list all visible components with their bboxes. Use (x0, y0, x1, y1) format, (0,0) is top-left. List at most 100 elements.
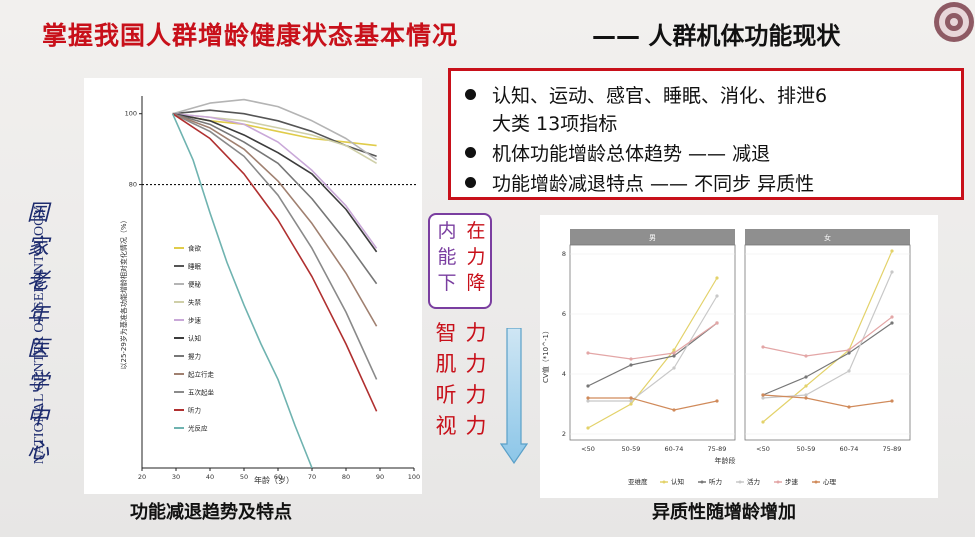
legend-label: 认知 (188, 334, 201, 343)
data-point (586, 426, 590, 430)
legend-label: 五次起坐 (188, 388, 215, 397)
decline-item: 肌 (435, 352, 457, 376)
legend-marker (814, 480, 818, 484)
decline-item: 听 (435, 383, 457, 407)
data-point (629, 402, 633, 406)
data-point (890, 399, 894, 403)
y-axis-label: CV值（*10^-1） (541, 327, 550, 383)
facet-panel (744, 244, 911, 441)
legend-label: 活力 (747, 477, 760, 486)
x-tick-label: 75-89 (883, 445, 902, 453)
data-point (629, 357, 633, 361)
right-chart-caption: 异质性随增龄增加 (652, 502, 796, 523)
intrinsic-capacity-decline-box: 内 能 下 在 力 降 (428, 213, 492, 309)
data-point (804, 396, 808, 400)
data-point (804, 393, 808, 397)
data-point (672, 366, 676, 370)
legend-label: 光反应 (188, 424, 208, 433)
x-tick-label: 90 (376, 473, 384, 481)
data-point (890, 249, 894, 253)
decline-char: 力 (466, 246, 486, 268)
seal-char: 心 (26, 439, 49, 464)
seal-char: 中 (26, 405, 49, 430)
legend-marker (662, 480, 666, 484)
x-tick-label: 50-59 (622, 445, 641, 453)
facet-strip-女 (745, 229, 910, 245)
seal-char: 年 (26, 303, 49, 328)
data-point (715, 321, 719, 325)
legend-label: 步速 (188, 317, 202, 325)
decline-item: 力 (465, 414, 487, 438)
data-point (586, 399, 590, 403)
y-tick-label: 2 (562, 430, 566, 438)
data-point (672, 351, 676, 355)
bullet-icon (465, 177, 476, 188)
data-point (715, 399, 719, 403)
page-subtitle: —— 人群机体功能现状 (592, 22, 841, 50)
bullet-text: 功能增龄减退特点 —— 不同步 异质性 (492, 173, 815, 195)
data-point (761, 420, 765, 424)
data-point (761, 396, 765, 400)
legend-label: 便秘 (188, 280, 202, 289)
x-tick-label: 40 (206, 473, 214, 481)
decline-item: 力 (465, 321, 487, 345)
decline-char: 内 (437, 220, 457, 242)
bullet-item: 功能增龄减退特点 —— 不同步 异质性 (465, 169, 814, 196)
bullet-item: 认知、运动、感官、睡眠、消化、排泄6 (465, 81, 827, 108)
series-line-听力-女 (762, 322, 893, 396)
data-point (847, 348, 851, 352)
decline-item: 智 (435, 321, 457, 345)
decline-list-right: 力 力 力 力 (463, 318, 489, 442)
data-point (804, 375, 808, 379)
university-logo (934, 2, 974, 42)
data-point (672, 408, 676, 412)
series-line-认知-男 (587, 277, 718, 429)
bullet-text: 机体功能增龄总体趋势 —— 减退 (492, 143, 771, 165)
bullet-continuation: 大类 13项指标 (492, 109, 617, 136)
y-axis-label: 以25-29岁为基准各功能增龄相对变化情况（%） (119, 217, 128, 370)
legend-label: 起立行走 (188, 370, 215, 379)
decline-char: 下 (437, 272, 457, 294)
y-tick-label: 6 (562, 310, 566, 318)
y-tick-label: 8 (562, 250, 566, 258)
decline-item: 视 (435, 414, 457, 438)
x-tick-label: 60-74 (840, 445, 859, 453)
data-point (890, 321, 894, 325)
data-point (804, 354, 808, 358)
data-point (804, 384, 808, 388)
data-point (890, 270, 894, 274)
decline-item: 力 (465, 352, 487, 376)
x-tick-label: 60 (274, 473, 282, 481)
facet-label: 男 (649, 234, 656, 242)
facet-panel (569, 244, 736, 441)
legend-label: 睡眠 (188, 263, 202, 271)
decline-column-right: 在 力 降 (464, 218, 488, 296)
data-point (629, 396, 633, 400)
y-tick-label: 80 (129, 181, 137, 189)
x-tick-label: 30 (172, 473, 180, 481)
series-line-光反应 (171, 113, 313, 469)
decline-char: 能 (437, 246, 457, 268)
data-point (715, 276, 719, 280)
data-point (629, 399, 633, 403)
seal-char: 国 (26, 201, 49, 226)
data-point (586, 384, 590, 388)
data-point (715, 294, 719, 298)
bullet-icon (465, 89, 476, 100)
seal-english-text: NATIONAL CENTER OF GERONTOLOGY (32, 205, 47, 465)
data-point (586, 351, 590, 355)
seal-char: 医 (26, 337, 49, 362)
decline-item: 力 (465, 383, 487, 407)
data-point (847, 351, 851, 355)
y-tick-label: 4 (562, 370, 566, 378)
legend-label: 听力 (709, 477, 722, 486)
series-line-五次起坐 (172, 112, 378, 380)
series-line-握力 (172, 112, 378, 285)
facet-label: 女 (824, 233, 831, 242)
series-line-认知-女 (762, 250, 893, 423)
data-point (761, 393, 765, 397)
legend-label: 步速 (785, 478, 799, 486)
x-tick-label: 80 (342, 473, 350, 481)
x-tick-label: 60-74 (665, 445, 684, 453)
y-tick-label: 100 (125, 110, 137, 118)
